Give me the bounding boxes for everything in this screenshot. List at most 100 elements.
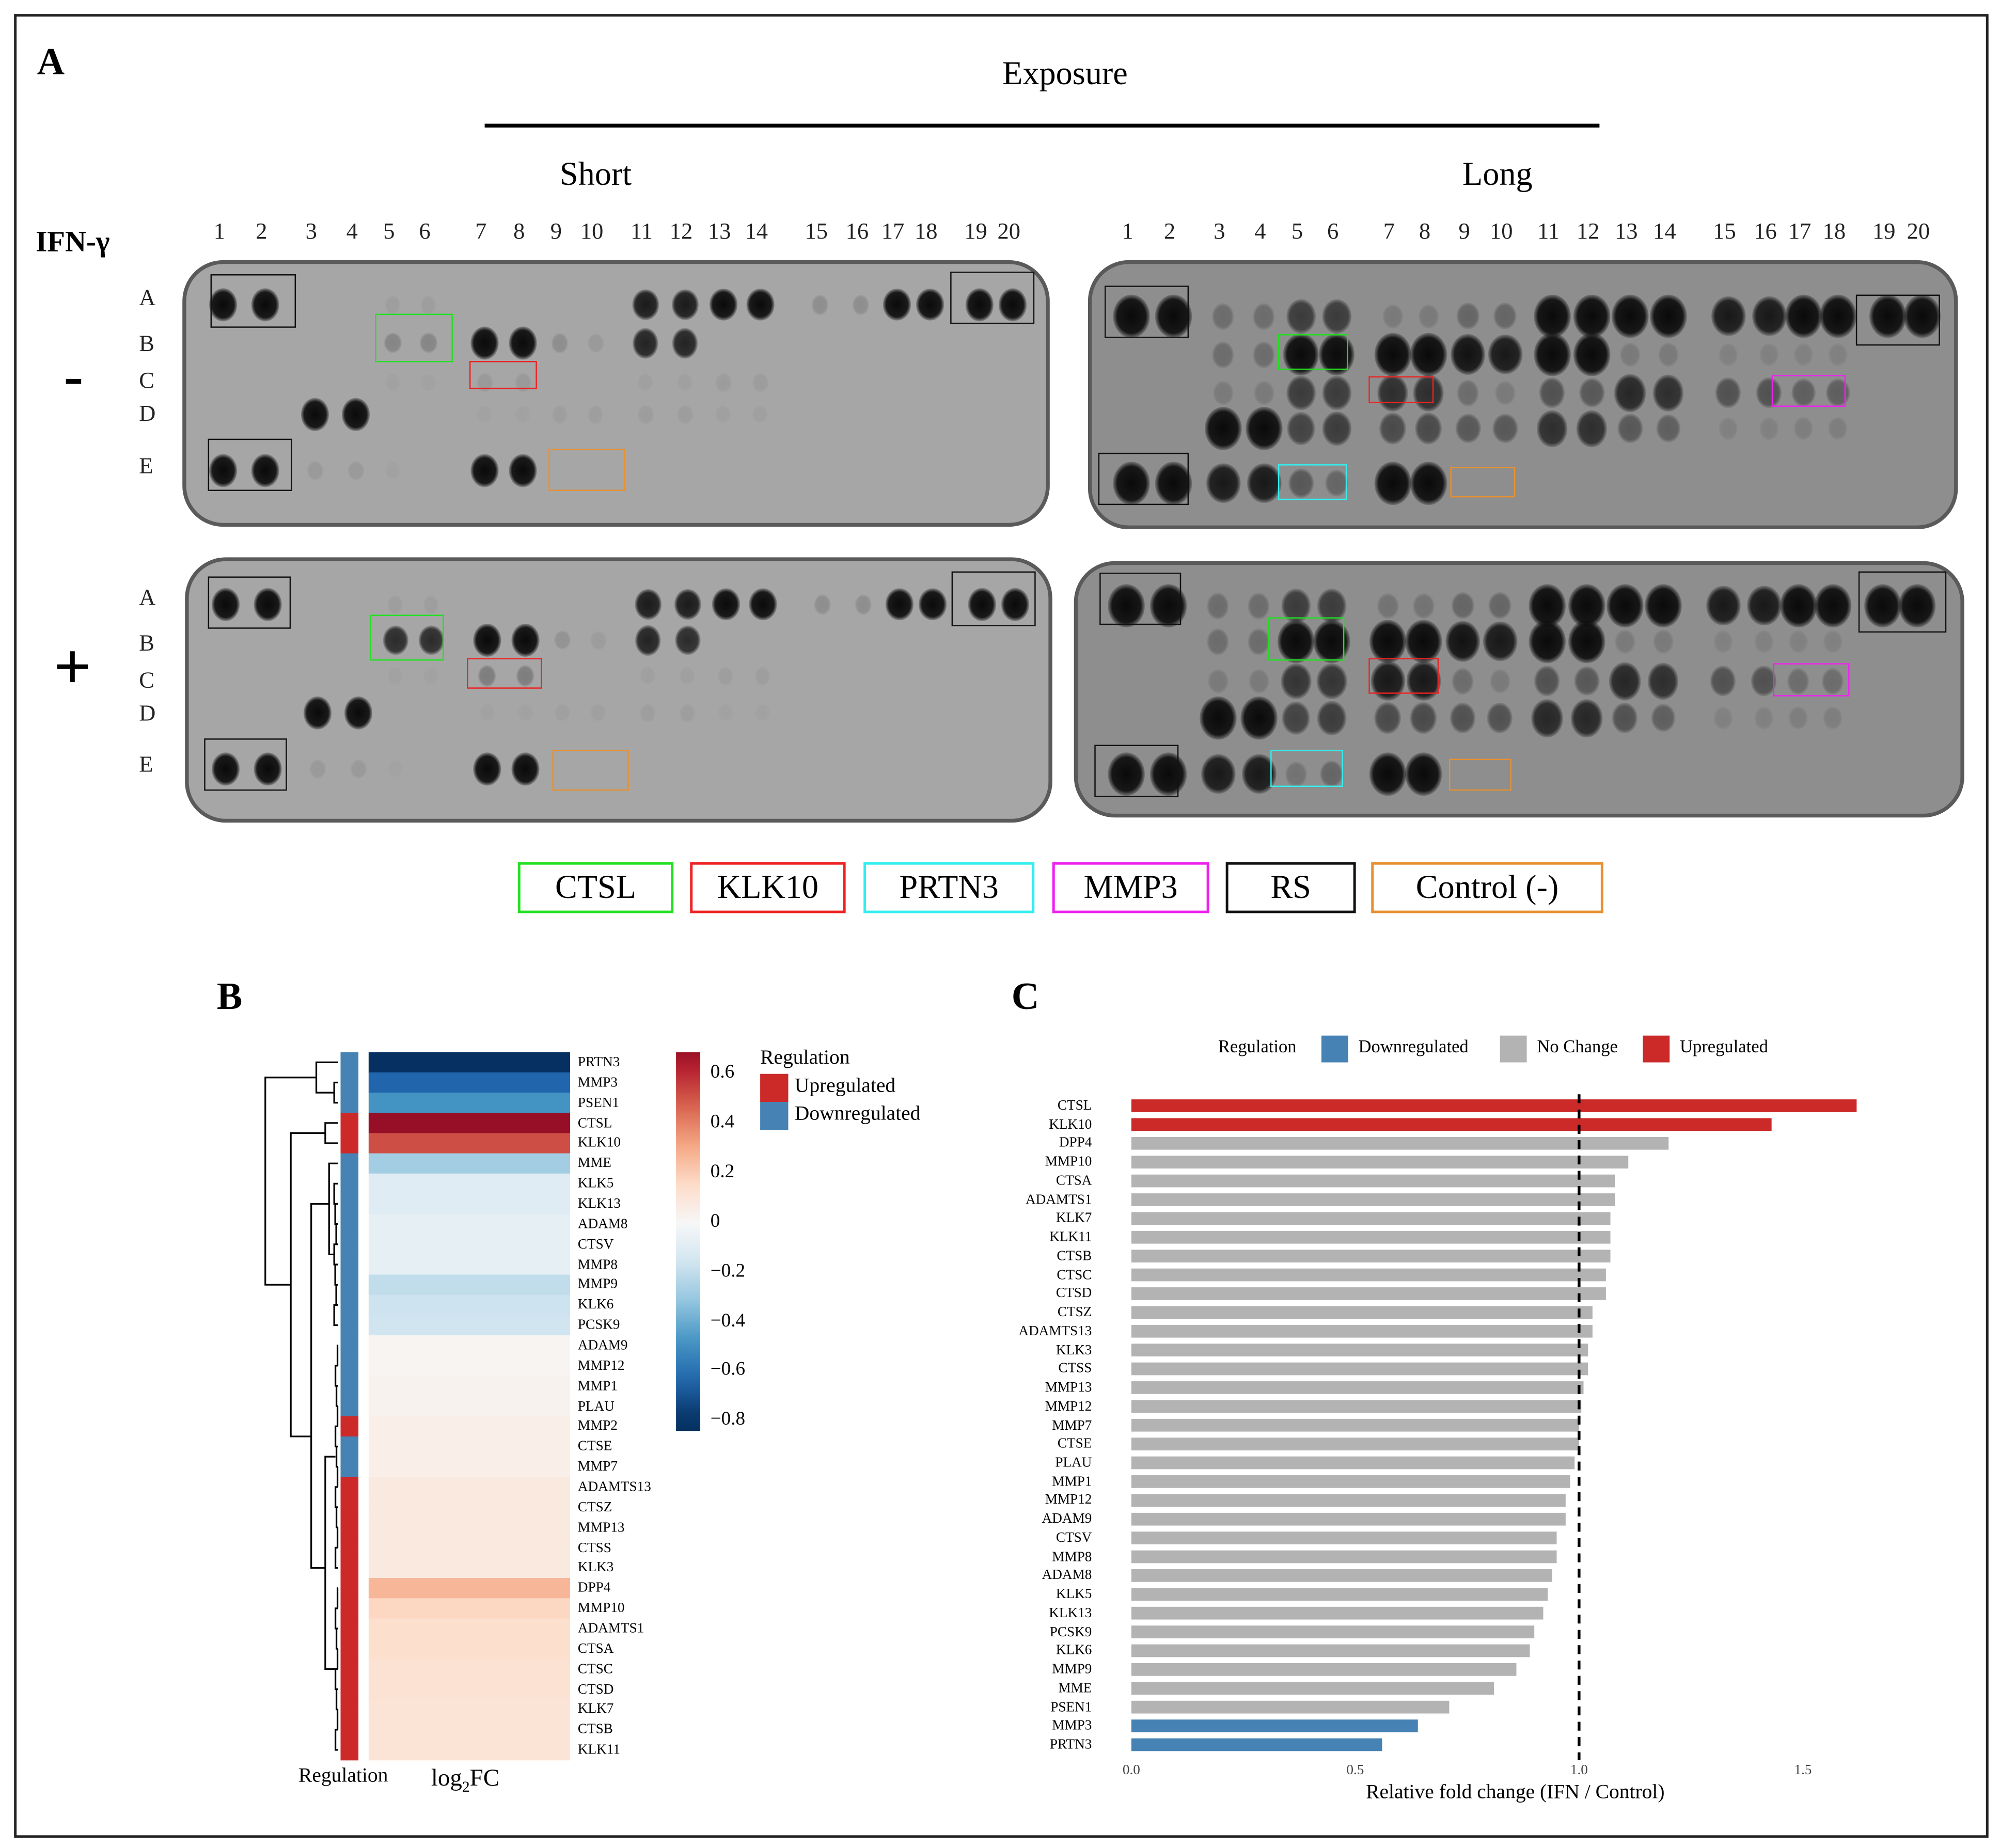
spot-B5: [384, 333, 402, 354]
heatmap-row-label: MMP1: [577, 1378, 618, 1394]
bar-category-label: ADAMTS1: [1025, 1192, 1092, 1208]
highlight-box-rs: [1105, 286, 1189, 338]
regulation-cell-CTSS: [340, 1537, 359, 1558]
heatmap-row-label: ADAMTS13: [577, 1479, 651, 1495]
spot-C4: [1249, 669, 1269, 693]
column-number-long-5: 5: [1291, 218, 1303, 244]
spot-A11: [632, 289, 659, 321]
spot-B4: [1253, 341, 1275, 368]
colorbar-tick-label: −0.6: [710, 1360, 746, 1381]
highlight-box-rs: [208, 576, 291, 629]
column-number-short-16: 16: [845, 218, 869, 244]
regulation-cell-PLAU: [340, 1396, 359, 1417]
highlight-box-rs: [208, 438, 292, 491]
bar-category-label: PSEN1: [1050, 1699, 1092, 1715]
spot-A5: [385, 295, 401, 314]
heatmap-cell-ADAMTS1: [368, 1618, 571, 1639]
spot-C17: [1791, 378, 1816, 407]
column-number-short-14: 14: [745, 218, 768, 244]
spot-C6: [423, 667, 439, 685]
highlight-box-mmp3: [1773, 663, 1850, 697]
spot-B11: [1534, 333, 1571, 376]
bar-legend-label: Upregulated: [1679, 1038, 1768, 1057]
column-number-long-8: 8: [1419, 218, 1431, 244]
spot-D11: [637, 405, 654, 424]
regulation-axis-label: Regulation: [298, 1765, 388, 1787]
spot-A9: [1451, 592, 1475, 620]
bar-CTSZ: [1131, 1306, 1593, 1319]
x-tick-label: 1.0: [1570, 1762, 1588, 1778]
spot-D10: [1487, 702, 1514, 734]
bar-category-label: DPP4: [1059, 1135, 1092, 1151]
spot-D15: [1719, 417, 1738, 440]
bar-category-label: CTSE: [1057, 1436, 1092, 1452]
heatmap-cell-MMP9: [368, 1274, 571, 1296]
heatmap-cell-CTSA: [368, 1638, 571, 1660]
spot-C5: [387, 667, 403, 685]
spot-C8: [516, 665, 535, 687]
column-number-long-12: 12: [1576, 218, 1600, 244]
spot-B10: [1483, 621, 1517, 662]
row-label-A: A: [139, 284, 156, 310]
spot-A12: [674, 589, 701, 620]
spot-E1: [211, 752, 240, 786]
bar-CTSC: [1131, 1268, 1606, 1282]
spot-D4: [1246, 406, 1283, 450]
bar-CTSA: [1131, 1174, 1615, 1188]
regulation-cell-CTSC: [340, 1659, 359, 1680]
heatmap-row-label: ADAM9: [577, 1338, 628, 1353]
heatmap-legend-title: Regulation: [760, 1047, 850, 1069]
blot-long-plus: [1074, 561, 1964, 818]
spot-A3: [1207, 592, 1230, 619]
spot-D7: [1374, 702, 1401, 734]
bar-category-label: PCSK9: [1049, 1624, 1092, 1640]
row-label-E: E: [139, 751, 153, 777]
spot-C15: [1715, 377, 1742, 408]
legend-label: CTSL: [555, 868, 636, 906]
spot-C15: [1710, 666, 1737, 697]
row-label-D: D: [139, 400, 156, 426]
spot-A16: [852, 294, 870, 315]
spot-B7: [1374, 333, 1411, 376]
heatmap-row-label: KLK7: [577, 1702, 614, 1717]
heatmap-row-label: CTSE: [577, 1439, 612, 1455]
spot-B12: [672, 328, 698, 358]
heatmap-cell-MMP10: [368, 1598, 571, 1619]
column-number-long-16: 16: [1754, 218, 1777, 244]
log2fc-text-end: FC: [469, 1765, 500, 1792]
spot-B15: [1719, 343, 1738, 366]
heatmap-row-label: PSEN1: [577, 1095, 619, 1111]
bar-legend-swatch-downregulated: [1321, 1035, 1348, 1063]
spot-C4: [1254, 381, 1274, 405]
bar-CTSS: [1131, 1362, 1588, 1376]
highlight-box-rs: [950, 272, 1035, 324]
regulation-cell-MMP13: [340, 1517, 359, 1538]
regulation-cell-MMP7: [340, 1457, 359, 1478]
spot-B9: [1445, 621, 1481, 662]
spot-B3: [1207, 628, 1230, 655]
spot-B12: [675, 625, 700, 655]
column-number-long-11: 11: [1537, 218, 1560, 244]
spot-B13: [1615, 629, 1635, 654]
spot-D14: [1656, 414, 1681, 443]
legend-item-klk10: KLK10: [690, 862, 846, 913]
bar-category-label: CTSL: [1057, 1098, 1092, 1114]
spot-A11: [1534, 294, 1571, 338]
regulation-cell-PSEN1: [340, 1093, 359, 1113]
spot-A15: [1706, 586, 1740, 626]
dendrogram-link: [290, 1132, 325, 1438]
spot-C16: [1751, 666, 1777, 697]
regulation-cell-MMP9: [340, 1274, 359, 1296]
highlight-box-prtn3: [1270, 750, 1343, 787]
spot-D10: [588, 405, 604, 424]
spot-C18: [1825, 378, 1850, 407]
highlight-box-rs: [951, 571, 1036, 626]
spot-A2: [251, 288, 280, 322]
heatmap-cell-KLK11: [368, 1740, 571, 1761]
bar-category-label: KLK3: [1056, 1342, 1092, 1358]
spot-E4: [1247, 463, 1281, 503]
regulation-cell-CTSB: [340, 1719, 359, 1741]
spot-C6: [1322, 375, 1351, 410]
regulation-cell-ADAM8: [340, 1214, 359, 1235]
spot-C17: [1787, 668, 1810, 694]
